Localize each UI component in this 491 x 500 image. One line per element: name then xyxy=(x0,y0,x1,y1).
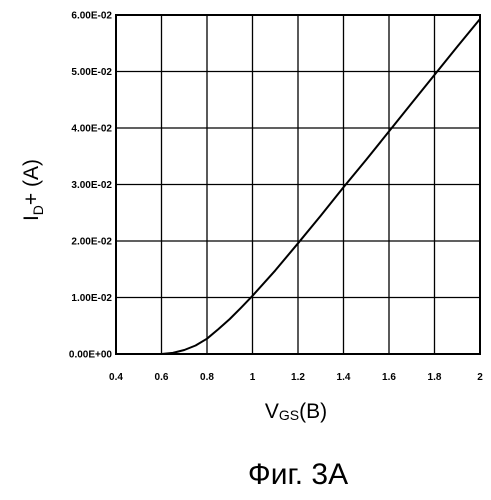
y-tick-label: 2.00E-02 xyxy=(71,237,112,248)
x-tick-labels: 0.4 0.6 0.8 1 1.2 1.4 1.6 1.8 2 xyxy=(109,372,483,383)
x-axis-label-main: V xyxy=(265,400,279,423)
x-axis-label-suffix: (B) xyxy=(299,400,327,423)
y-tick-label: 0.00E+00 xyxy=(69,350,113,361)
figure-caption: Фиг. 3А xyxy=(248,458,348,491)
grid xyxy=(116,15,480,354)
y-axis-label-sub: D xyxy=(30,205,46,215)
x-tick-label: 1.8 xyxy=(428,372,442,383)
x-tick-label: 1 xyxy=(250,372,256,383)
x-tick-label: 1.4 xyxy=(337,372,351,383)
x-tick-label: 1.6 xyxy=(382,372,396,383)
x-tick-label: 0.6 xyxy=(155,372,169,383)
y-tick-label: 3.00E-02 xyxy=(71,180,112,191)
y-axis-label-suffix: + (A) xyxy=(20,159,43,205)
y-tick-label: 6.00E-02 xyxy=(71,11,112,22)
y-axis-label: ID+ (A) xyxy=(20,159,46,221)
x-tick-label: 2 xyxy=(477,372,483,383)
y-tick-label: 5.00E-02 xyxy=(71,67,112,78)
y-tick-label: 1.00E-02 xyxy=(71,293,112,304)
x-tick-label: 0.8 xyxy=(200,372,214,383)
y-tick-label: 4.00E-02 xyxy=(71,124,112,135)
x-tick-label: 1.2 xyxy=(291,372,305,383)
x-axis-label: VGS(B) xyxy=(265,400,327,423)
x-axis-label-sub: GS xyxy=(279,407,299,423)
y-tick-labels: 0.00E+00 1.00E-02 2.00E-02 3.00E-02 4.00E-02… xyxy=(69,11,113,361)
x-tick-label: 0.4 xyxy=(109,372,123,383)
